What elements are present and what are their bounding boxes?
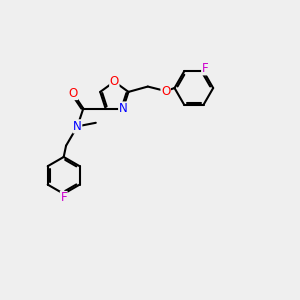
Text: O: O [161,85,170,98]
Text: F: F [202,62,208,75]
Text: N: N [119,102,128,115]
Text: F: F [60,191,67,205]
Text: N: N [73,120,82,133]
Text: O: O [110,75,119,88]
Text: O: O [68,87,77,100]
